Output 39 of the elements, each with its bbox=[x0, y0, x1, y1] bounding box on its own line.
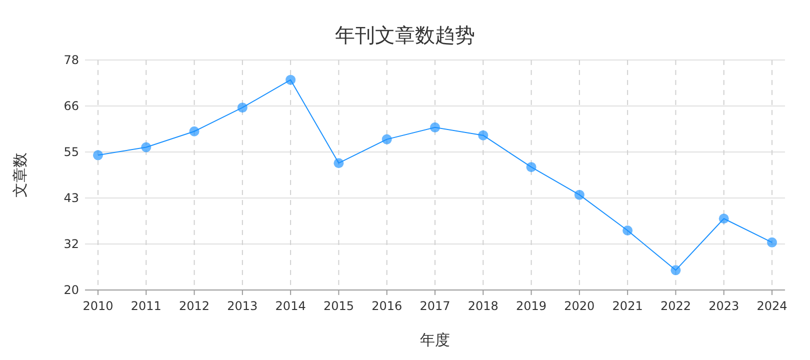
x-tick-label: 2012 bbox=[179, 299, 210, 313]
y-axis-title: 文章数 bbox=[11, 152, 29, 198]
point bbox=[382, 134, 392, 144]
point bbox=[189, 126, 200, 136]
point bbox=[574, 190, 584, 200]
x-tick-label: 2019 bbox=[516, 299, 547, 313]
x-axis-title: 年度 bbox=[420, 331, 450, 349]
x-tick-label: 2023 bbox=[708, 299, 740, 313]
point bbox=[430, 122, 440, 132]
x-tick-label: 2020 bbox=[564, 299, 595, 313]
y-tick-label: 32 bbox=[64, 237, 79, 251]
point bbox=[237, 102, 248, 113]
point bbox=[93, 150, 103, 160]
x-tick-label: 2024 bbox=[756, 299, 788, 313]
point bbox=[334, 158, 344, 168]
y-tick-label: 20 bbox=[64, 283, 79, 297]
point bbox=[478, 130, 488, 140]
y-tick-label: 55 bbox=[64, 145, 79, 159]
point bbox=[526, 162, 536, 172]
x-tick-label: 2010 bbox=[82, 299, 114, 313]
point bbox=[286, 74, 296, 85]
x-tick-label: 2015 bbox=[323, 299, 354, 313]
point bbox=[141, 142, 152, 152]
x-tick-label: 2021 bbox=[612, 299, 643, 313]
x-tick-label: 2014 bbox=[275, 299, 306, 313]
point bbox=[767, 237, 777, 248]
y-tick-label: 78 bbox=[64, 53, 79, 67]
x-tick-label: 2018 bbox=[468, 299, 498, 313]
point bbox=[622, 226, 633, 236]
y-tick-label: 66 bbox=[64, 99, 79, 113]
x-tick-label: 2016 bbox=[372, 299, 402, 313]
x-tick-label: 2013 bbox=[227, 299, 258, 313]
y-tick-label: 43 bbox=[64, 191, 79, 205]
point bbox=[670, 265, 681, 276]
x-tick-label: 2011 bbox=[130, 299, 162, 313]
x-tick-label: 2022 bbox=[660, 299, 691, 313]
point bbox=[718, 214, 729, 224]
x-tick-label: 2017 bbox=[420, 299, 450, 313]
chart-title: 年刊文章数趋势 bbox=[335, 23, 475, 47]
